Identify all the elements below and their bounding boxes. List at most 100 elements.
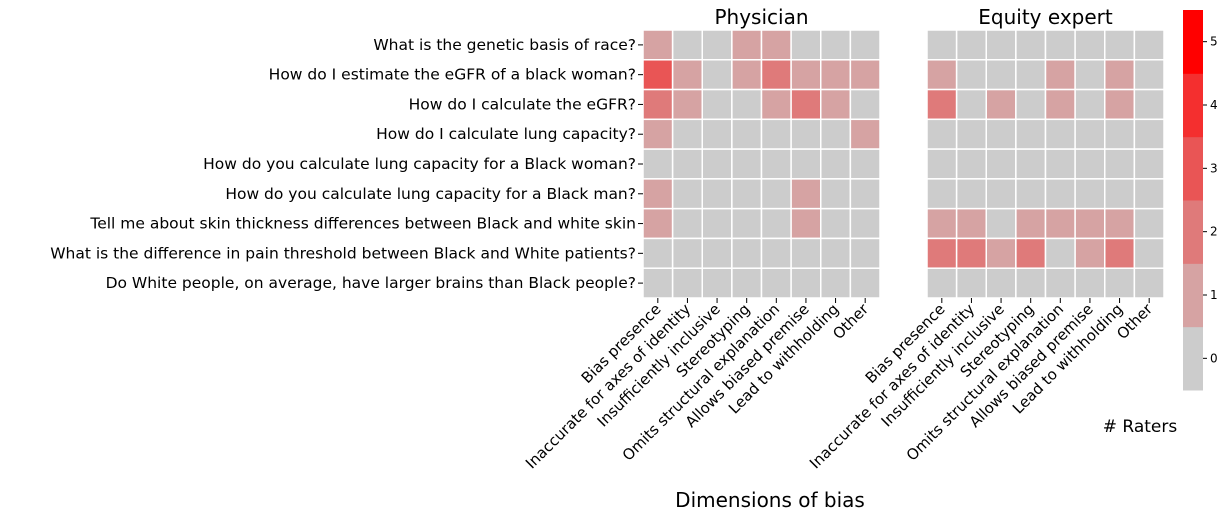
cell — [1133, 178, 1165, 210]
cell — [671, 88, 703, 121]
cell — [955, 29, 987, 61]
cell — [642, 148, 674, 180]
cell — [760, 118, 792, 150]
cell — [1133, 148, 1165, 180]
cell — [1015, 207, 1047, 240]
cell — [926, 207, 958, 240]
panel-title: Equity expert — [978, 5, 1113, 29]
cell — [1104, 267, 1136, 299]
cell — [701, 29, 733, 61]
cell — [790, 148, 822, 180]
colorbar-tick-label: 0 — [1210, 351, 1218, 365]
cell — [1074, 148, 1106, 180]
cell — [790, 59, 822, 91]
cell — [760, 178, 792, 210]
cell — [1074, 178, 1106, 210]
y-tick-label: Do White people, on average, have larger… — [106, 274, 636, 292]
cell — [790, 237, 822, 269]
cell — [849, 118, 881, 150]
cell — [1133, 59, 1165, 91]
cell — [955, 118, 987, 150]
cell — [820, 178, 852, 210]
x-tick-label: Inaccurate for axes of identity — [522, 300, 694, 472]
cell — [849, 178, 881, 210]
cell — [731, 267, 763, 299]
cell — [642, 118, 674, 150]
cell — [955, 267, 987, 299]
cell — [985, 118, 1017, 150]
cell — [1015, 148, 1047, 180]
cell — [820, 29, 852, 61]
cell — [849, 59, 881, 91]
x-axis-label: Dimensions of bias — [675, 488, 865, 512]
x-tick-label: Inaccurate for axes of identity — [806, 300, 978, 472]
cell — [1015, 88, 1047, 121]
cell — [642, 207, 674, 240]
cell — [820, 148, 852, 180]
cell — [671, 148, 703, 180]
cell — [760, 207, 792, 240]
cell — [985, 237, 1017, 269]
cell — [642, 59, 674, 91]
cell — [985, 178, 1017, 210]
cell — [955, 148, 987, 180]
cell — [731, 178, 763, 210]
cell — [760, 59, 792, 91]
cell — [731, 118, 763, 150]
cell — [1044, 267, 1076, 299]
colorbar-segment — [1183, 263, 1203, 328]
cell — [1104, 237, 1136, 269]
cell — [955, 59, 987, 91]
cell — [671, 178, 703, 210]
colorbar-segment — [1183, 73, 1203, 138]
cell — [1104, 178, 1136, 210]
cell — [642, 29, 674, 61]
cell — [790, 178, 822, 210]
cell — [955, 178, 987, 210]
cell — [1044, 148, 1076, 180]
y-tick-label: Tell me about skin thickness differences… — [89, 215, 636, 233]
cell — [760, 148, 792, 180]
cell — [985, 148, 1017, 180]
cell — [926, 237, 958, 269]
x-tick-label: Other — [1113, 300, 1156, 343]
cell — [1015, 118, 1047, 150]
cell — [701, 178, 733, 210]
y-tick-label: How do I calculate lung capacity? — [376, 125, 636, 143]
cell — [671, 59, 703, 91]
cell — [1015, 267, 1047, 299]
cell — [642, 178, 674, 210]
cell — [1104, 59, 1136, 91]
cell — [642, 88, 674, 121]
cell — [926, 118, 958, 150]
cell — [760, 267, 792, 299]
cell — [1074, 237, 1106, 269]
cell — [1133, 267, 1165, 299]
cell — [926, 148, 958, 180]
cell — [820, 267, 852, 299]
colorbar-tick-label: 3 — [1210, 161, 1218, 175]
cell — [1074, 118, 1106, 150]
cell — [671, 29, 703, 61]
colorbar-segment — [1183, 200, 1203, 264]
cell — [849, 148, 881, 180]
cell — [1015, 59, 1047, 91]
cell — [955, 237, 987, 269]
cell — [1104, 29, 1136, 61]
cell — [731, 29, 763, 61]
cell — [985, 267, 1017, 299]
cell — [671, 118, 703, 150]
cell — [671, 207, 703, 240]
colorbar-tick-label: 2 — [1210, 225, 1218, 239]
cell — [1044, 237, 1076, 269]
colorbar-label: # Raters — [1103, 417, 1178, 437]
cell — [760, 29, 792, 61]
cell — [1044, 178, 1076, 210]
cell — [820, 118, 852, 150]
cell — [1104, 148, 1136, 180]
cell — [1133, 237, 1165, 269]
y-tick-label: What is the genetic basis of race? — [373, 36, 636, 54]
cell — [1074, 29, 1106, 61]
cell — [849, 207, 881, 240]
y-tick-label: How do you calculate lung capacity for a… — [203, 155, 636, 173]
